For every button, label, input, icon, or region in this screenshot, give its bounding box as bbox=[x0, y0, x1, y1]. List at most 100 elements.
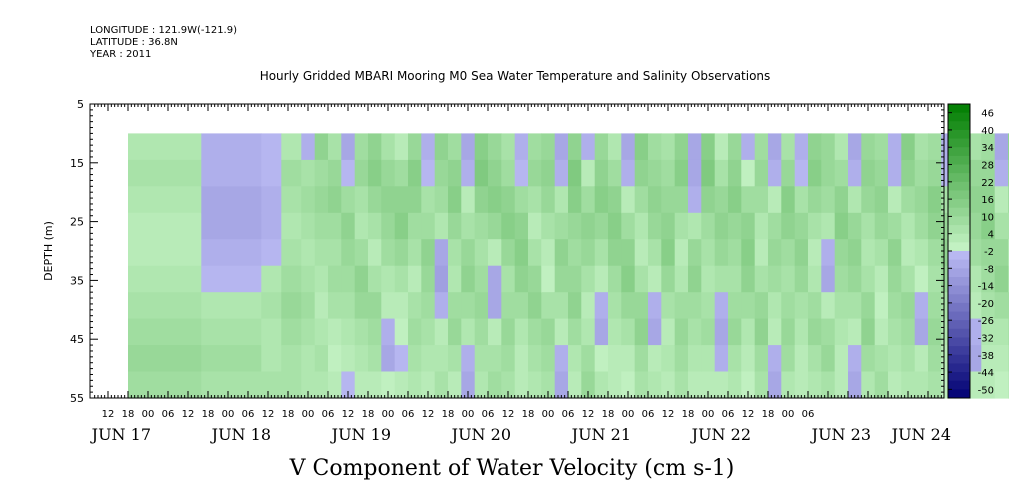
x-tick-label: 00 bbox=[142, 409, 155, 420]
heatmap-cell bbox=[874, 212, 889, 240]
heatmap-cell bbox=[728, 345, 742, 373]
heatmap-cell bbox=[408, 133, 422, 161]
heatmap-cell bbox=[968, 345, 982, 373]
heatmap-cell bbox=[528, 159, 542, 187]
heatmap-cell bbox=[834, 159, 849, 187]
colorbar-label: -38 bbox=[978, 351, 994, 362]
x-tick-label: 18 bbox=[362, 409, 375, 420]
heatmap-cell bbox=[488, 265, 502, 293]
heatmap-cell bbox=[608, 371, 622, 399]
heatmap-cell bbox=[701, 186, 716, 214]
colorbar-label: -44 bbox=[978, 368, 994, 379]
heatmap-cell bbox=[994, 133, 1009, 161]
heatmap-cell bbox=[994, 212, 1009, 240]
heatmap-cell bbox=[488, 159, 502, 187]
heatmap-cell bbox=[901, 292, 916, 320]
heatmap-cell bbox=[474, 212, 489, 240]
colorbar-swatch bbox=[948, 242, 970, 252]
heatmap-cell bbox=[394, 133, 409, 161]
colorbar-swatch bbox=[948, 112, 970, 122]
x-tick-label: 06 bbox=[322, 409, 335, 420]
heatmap-cell bbox=[728, 159, 742, 187]
heatmap-cell bbox=[701, 265, 716, 293]
heatmap-cell bbox=[928, 265, 942, 293]
heatmap-cell bbox=[994, 265, 1009, 293]
heatmap-cell bbox=[314, 159, 329, 187]
heatmap-cell bbox=[341, 159, 356, 187]
heatmap-cell bbox=[821, 292, 836, 320]
x-day-label: JUN 24 bbox=[890, 425, 951, 444]
heatmap-cell bbox=[794, 186, 809, 214]
heatmap-cell bbox=[848, 371, 862, 399]
heatmap-cell bbox=[581, 292, 596, 320]
heatmap-cell bbox=[648, 345, 662, 373]
heatmap-cell bbox=[581, 239, 596, 267]
heatmap-cell bbox=[201, 265, 262, 293]
y-axis-label: DEPTH (m) bbox=[42, 221, 55, 281]
heatmap-cell bbox=[914, 212, 929, 240]
heatmap-cell bbox=[808, 292, 822, 320]
heatmap-cell bbox=[981, 212, 996, 240]
heatmap-cell bbox=[741, 186, 756, 214]
heatmap-cell bbox=[874, 239, 889, 267]
heatmap-cell bbox=[634, 212, 649, 240]
heatmap-cell bbox=[128, 318, 202, 346]
heatmap-cell bbox=[688, 318, 702, 346]
heatmap-cell bbox=[281, 239, 302, 267]
heatmap-cell bbox=[994, 345, 1009, 373]
heatmap-cell bbox=[368, 133, 382, 161]
heatmap-cell bbox=[794, 212, 809, 240]
heatmap-cell bbox=[594, 212, 609, 240]
heatmap-cell bbox=[861, 212, 876, 240]
heatmap-cell bbox=[914, 345, 929, 373]
colorbar-swatch bbox=[948, 225, 970, 235]
y-tick-label: 25 bbox=[70, 216, 84, 229]
heatmap-cell bbox=[821, 371, 836, 399]
heatmap-cell bbox=[741, 371, 756, 399]
heatmap-cell bbox=[461, 212, 476, 240]
heatmap-cell bbox=[354, 265, 369, 293]
colorbar-swatch bbox=[948, 302, 970, 312]
heatmap-cell bbox=[488, 186, 502, 214]
heatmap-cell bbox=[834, 186, 849, 214]
heatmap-cell bbox=[528, 371, 542, 399]
heatmap-cell bbox=[281, 212, 302, 240]
x-tick-label: 12 bbox=[262, 409, 275, 420]
heatmap-cell bbox=[488, 133, 502, 161]
heatmap-cell bbox=[994, 239, 1009, 267]
heatmap-cell bbox=[648, 133, 662, 161]
heatmap-cell bbox=[581, 371, 596, 399]
heatmap-cell bbox=[754, 292, 769, 320]
heatmap-cell bbox=[888, 133, 902, 161]
heatmap-cell bbox=[661, 212, 676, 240]
heatmap-cell bbox=[768, 159, 782, 187]
heatmap-cell bbox=[501, 212, 516, 240]
heatmap-cell bbox=[261, 345, 282, 373]
x-tick-label: 06 bbox=[562, 409, 575, 420]
heatmap-cell bbox=[394, 345, 409, 373]
heatmap-cell bbox=[421, 292, 436, 320]
heatmap-cell bbox=[341, 212, 356, 240]
heatmap-cell bbox=[568, 159, 582, 187]
heatmap-cell bbox=[834, 318, 849, 346]
heatmap-cell bbox=[528, 345, 542, 373]
heatmap-cell bbox=[448, 371, 462, 399]
heatmap-cell bbox=[448, 292, 462, 320]
colorbar-swatch bbox=[948, 181, 970, 191]
colorbar-swatch bbox=[948, 346, 970, 356]
heatmap-cell bbox=[754, 371, 769, 399]
heatmap-cell bbox=[714, 345, 729, 373]
heatmap-cell bbox=[568, 318, 582, 346]
heatmap-cell bbox=[928, 133, 942, 161]
heatmap-cell bbox=[928, 292, 942, 320]
heatmap-cell bbox=[781, 318, 796, 346]
heatmap-cell bbox=[621, 265, 636, 293]
colorbar-swatch bbox=[948, 233, 970, 243]
heatmap-cell bbox=[461, 318, 476, 346]
heatmap-cell bbox=[821, 186, 836, 214]
x-day-label: JUN 20 bbox=[450, 425, 511, 444]
heatmap-cell bbox=[261, 239, 282, 267]
heatmap-cell bbox=[514, 133, 529, 161]
x-day-label: JUN 18 bbox=[210, 425, 271, 444]
heatmap-cell bbox=[714, 159, 729, 187]
